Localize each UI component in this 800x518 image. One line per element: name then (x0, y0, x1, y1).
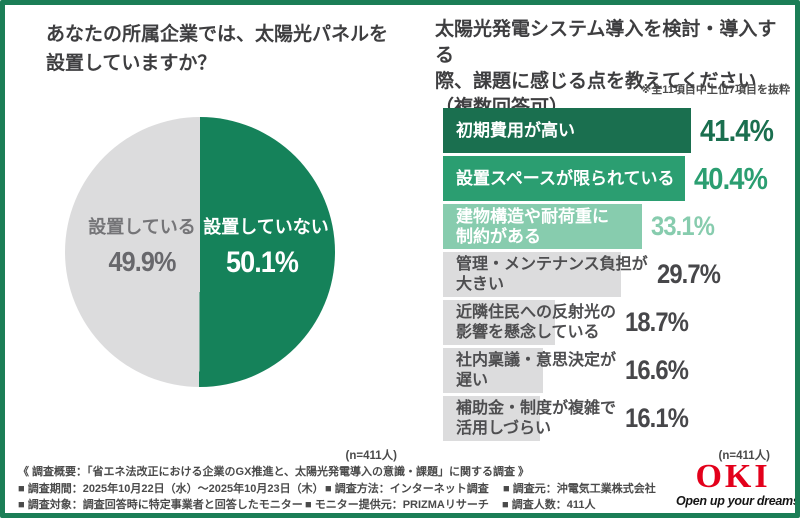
bar-row: 社内稟議・意思決定が 遅い 16.6% (443, 348, 783, 393)
survey-detail-item: ■ 調査方法：インターネット調査 (325, 483, 489, 495)
bar-row: 設置スペースが限られている 40.4% (443, 156, 783, 201)
survey-detail-item: ■ モニター提供元：PRIZMAリサーチ (305, 499, 489, 511)
bar-value: 18.7% (625, 307, 689, 337)
bar-value: 41.4% (700, 112, 774, 148)
survey-summary: 《 調査概要：「省エネ法改正における企業のGX推進と、太陽光発電導入の意識・課題… (18, 466, 530, 478)
pie-slice-label-installed: 設置している (88, 217, 196, 237)
bar-chart: 初期費用が高い 41.4% 設置スペースが限られている 40.4% 建物構造や耐荷重に … (443, 108, 783, 441)
bar-row: 近隣住民への反射光の 影響を懸念している 18.7% (443, 300, 783, 345)
bar-value: 29.7% (656, 259, 721, 289)
bar-fill (443, 156, 686, 201)
bar-value: 33.1% (650, 211, 715, 241)
survey-detail-row: ■ 調査期間：2025年10月22日（水）～2025年10月23日（木） ■ 調… (18, 480, 656, 496)
right-question-title: 太陽光発電システム導入を検討・導入する 際、課題に感じる点を教えてください （複… (435, 19, 777, 118)
survey-detail-item: ■ 調査元：沖電気工業株式会社 (503, 483, 656, 495)
survey-detail-row: ■ 調査対象：調査回答時に特定事業者と回答したモニター ■ モニター提供元：PR… (18, 496, 595, 512)
pie-slice-label-not-installed: 設置していない (203, 217, 329, 237)
bar-fill (443, 396, 540, 441)
bar-label: 建物構造や耐荷重に 制約がある (456, 206, 609, 246)
pie-chart (65, 117, 335, 387)
pie-slice-value-not-installed: 50.1% (225, 246, 299, 279)
bar-label: 管理・メンテナンス負担が 大きい (456, 255, 648, 293)
sample-size-right: (n=411人) (718, 450, 770, 462)
oki-tagline: Open up your dreams (676, 494, 800, 508)
bar-label: 補助金・制度が複雑で 活用しづらい (456, 399, 617, 437)
bar-row: 管理・メンテナンス負担が 大きい 29.7% (443, 252, 783, 297)
survey-detail-item: ■ 調査期間：2025年10月22日（水）～2025年10月23日（木） (18, 483, 324, 495)
extract-note: ※全11項目中上位7項目を抜粋 (640, 84, 790, 96)
bar-row: 補助金・制度が複雑で 活用しづらい 16.1% (443, 396, 783, 441)
oki-logo-text: OKI (695, 458, 771, 495)
bar-fill (443, 300, 556, 345)
survey-detail-item: ■ 調査対象：調査回答時に特定事業者と回答したモニター (18, 499, 303, 511)
bar-fill (443, 252, 622, 297)
bar-row: 初期費用が高い 41.4% (443, 108, 783, 153)
bar-value: 40.4% (694, 160, 768, 196)
bar-label: 初期費用が高い (456, 120, 575, 140)
oki-logo: OKI Open up your dreams (676, 458, 800, 509)
bar-fill (443, 204, 642, 249)
bar-fill (443, 108, 692, 153)
bar-fill (443, 348, 543, 393)
pie-slice-value-installed: 49.9% (108, 246, 177, 277)
bar-label: 社内稟議・意思決定が 遅い (456, 351, 617, 389)
left-question-title: あなたの所属企業では、太陽光パネルを 設置していますか？ (46, 24, 389, 74)
bar-value: 16.1% (625, 403, 689, 433)
bar-label: 設置スペースが限られている (456, 168, 675, 188)
sample-size-left: (n=411人) (345, 450, 397, 462)
bar-value: 16.6% (625, 355, 689, 385)
bar-label: 近隣住民への反射光の 影響を懸念している (456, 303, 617, 341)
bar-row: 建物構造や耐荷重に 制約がある 33.1% (443, 204, 783, 249)
survey-detail-item: ■ 調査人数：411人 (502, 499, 596, 511)
